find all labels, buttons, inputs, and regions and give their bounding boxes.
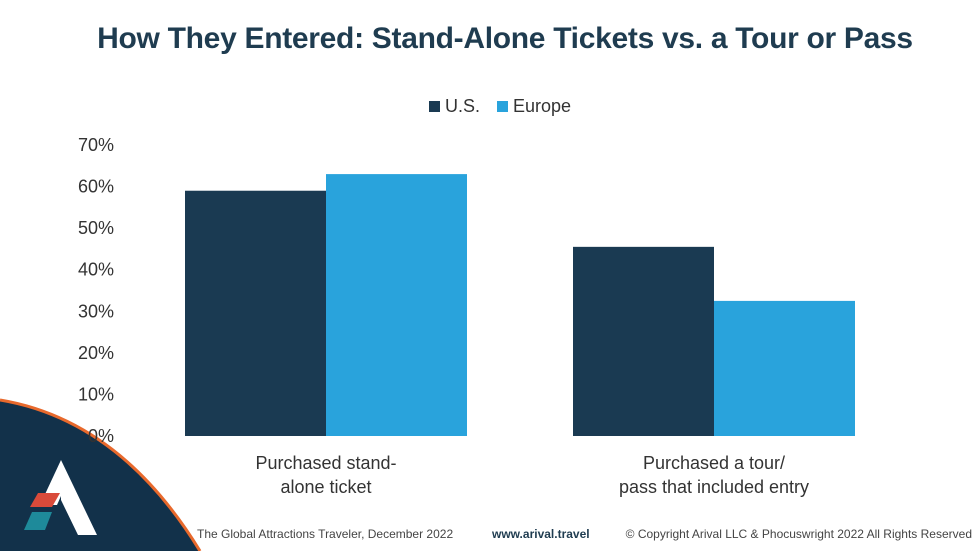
legend-label-europe: Europe xyxy=(512,96,572,116)
x-category-label: Purchased stand- xyxy=(255,453,396,473)
legend-label-us: U.S. xyxy=(444,96,480,116)
y-tick-label: 10% xyxy=(78,384,114,404)
footer: The Global Attractions Traveler, Decembe… xyxy=(0,520,980,551)
y-tick-label: 40% xyxy=(78,260,114,280)
y-tick-label: 30% xyxy=(78,301,114,321)
y-tick-label: 70% xyxy=(78,135,114,155)
footer-website-link[interactable]: www.arival.travel xyxy=(492,527,590,541)
legend-swatch-europe xyxy=(496,101,508,112)
bar-us-1 xyxy=(573,246,714,436)
x-category-label: Purchased a tour/ xyxy=(643,453,785,473)
bar-europe-1 xyxy=(714,300,855,436)
chart-title: How They Entered: Stand-Alone Tickets vs… xyxy=(97,22,913,55)
y-tick-label: 0% xyxy=(88,426,114,446)
y-tick-label: 50% xyxy=(78,218,114,238)
y-tick-label: 20% xyxy=(78,343,114,363)
y-tick-label: 60% xyxy=(78,177,114,197)
x-category-label: pass that included entry xyxy=(619,477,809,497)
legend-swatch-us xyxy=(428,101,440,112)
arival-logo-icon xyxy=(24,460,97,535)
x-category-label: alone ticket xyxy=(280,477,371,497)
footer-source: The Global Attractions Traveler, Decembe… xyxy=(197,527,454,541)
bar-us-0 xyxy=(185,190,326,436)
legend-item-us: U.S. xyxy=(428,96,480,117)
footer-copyright: © Copyright Arival LLC & Phocuswright 20… xyxy=(625,527,972,541)
legend-item-europe: Europe xyxy=(496,96,572,117)
bar-europe-0 xyxy=(326,174,467,436)
legend: U.S. Europe xyxy=(0,96,980,117)
